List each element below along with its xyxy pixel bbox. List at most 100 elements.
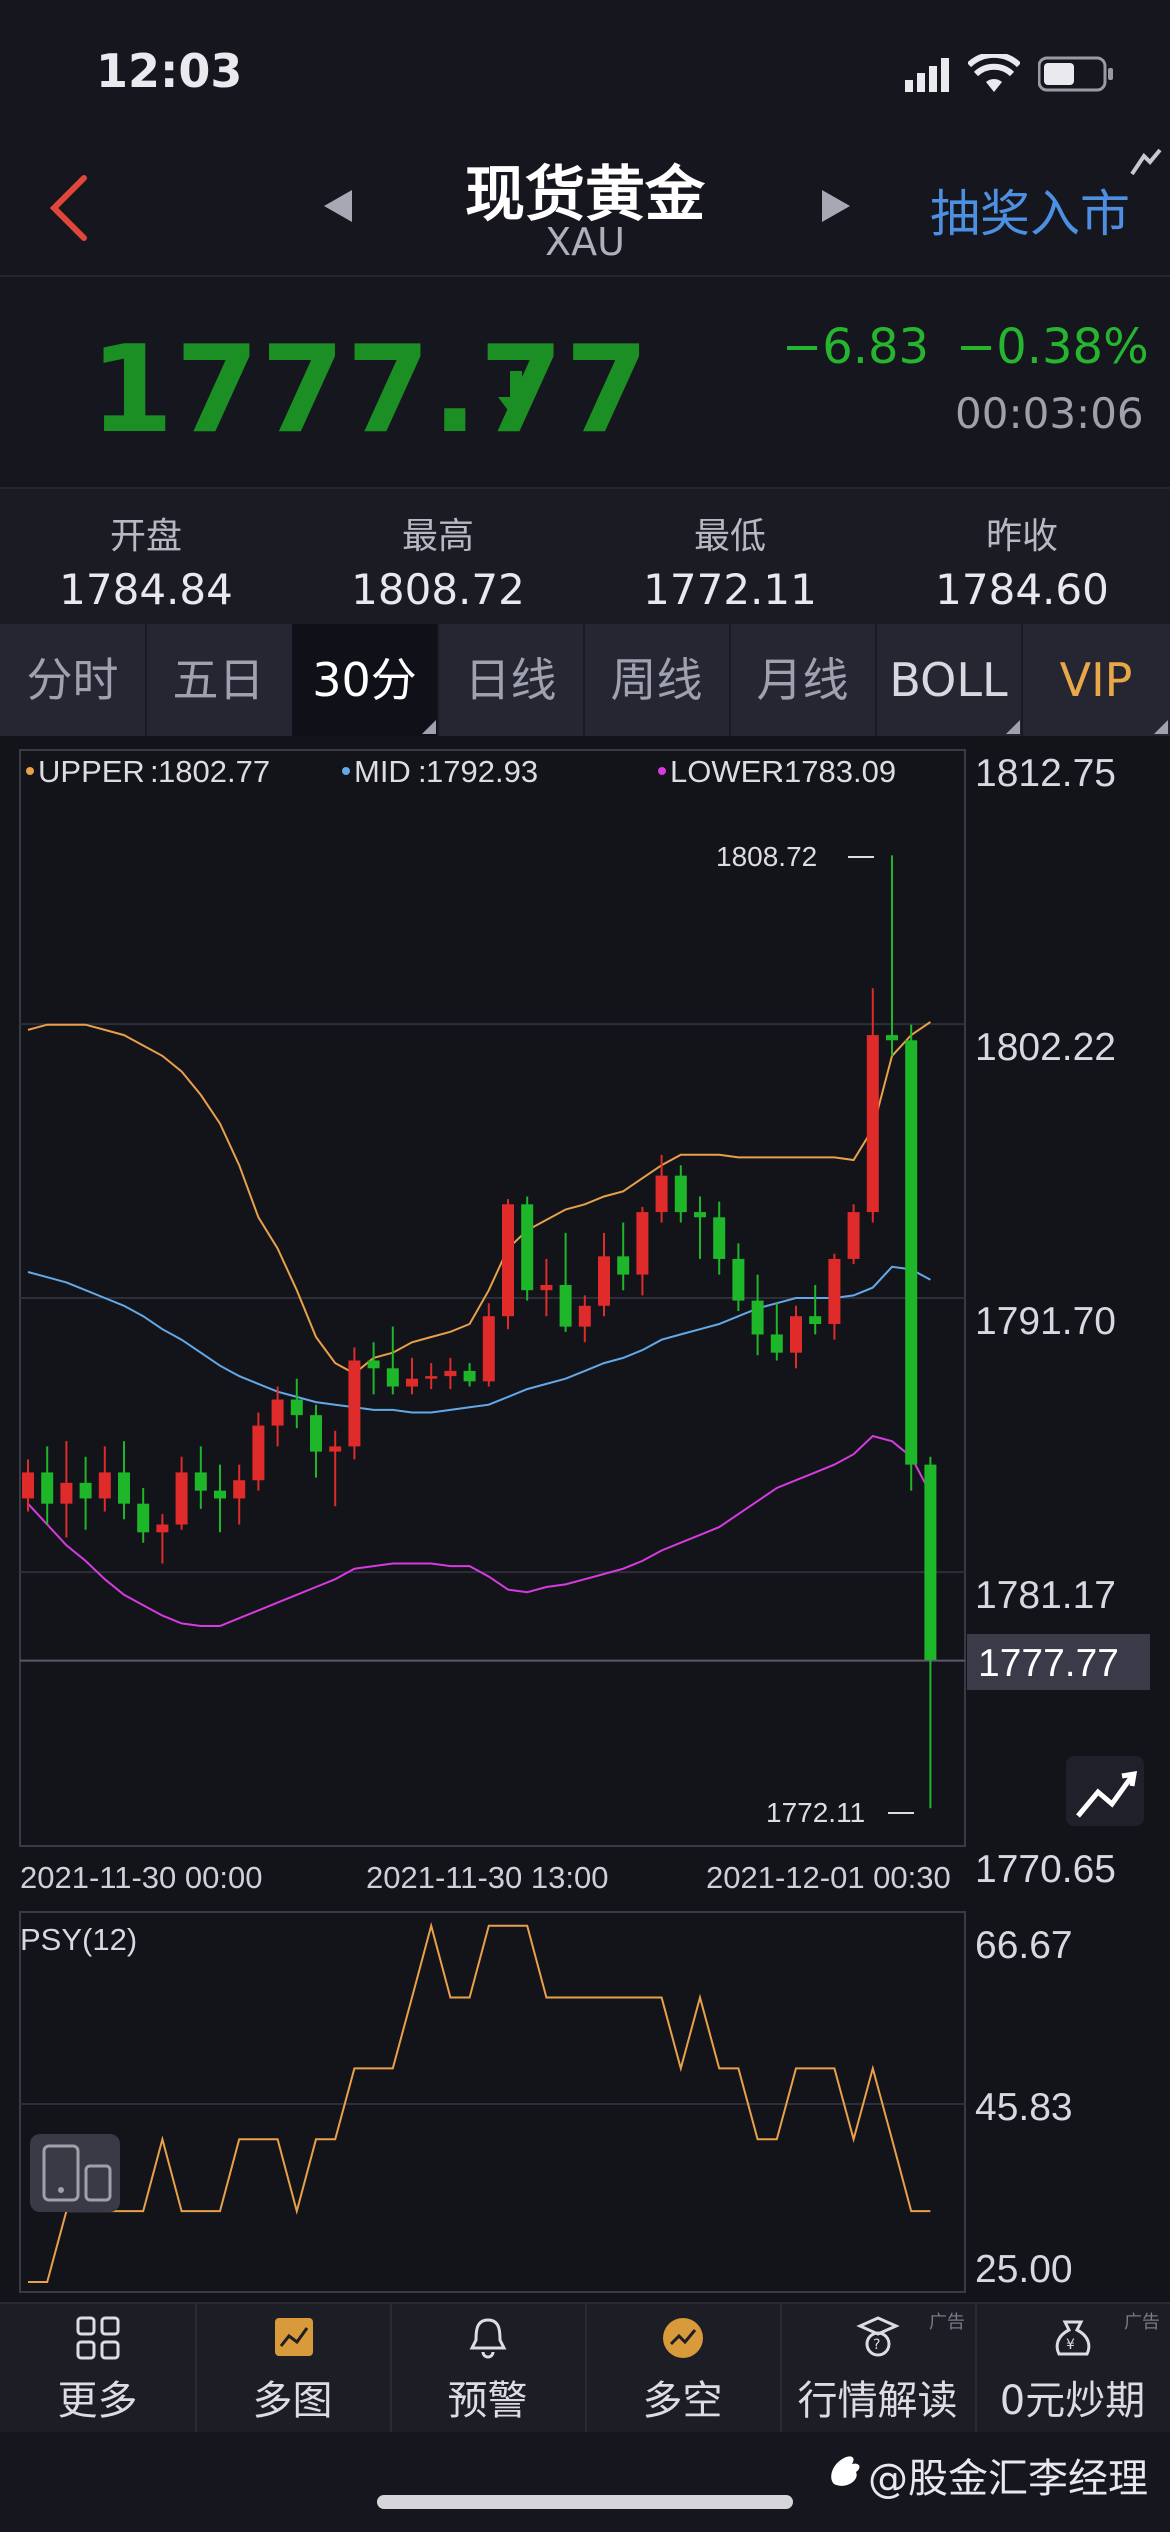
- money-bag-icon: ¥: [1055, 2320, 1091, 2356]
- boll-mid-line: [27, 1265, 931, 1414]
- chart-svg[interactable]: UPPER : 1802.77 MID : 1792.93 LOWER : 17…: [0, 736, 1170, 2302]
- nav-market-analysis[interactable]: 广告 ? 行情解读: [780, 2304, 977, 2434]
- tab-daily[interactable]: 日线: [464, 653, 557, 707]
- svg-text:?: ?: [873, 2337, 880, 2353]
- price-change: −6.83: [782, 319, 930, 375]
- tab-boll[interactable]: BOLL: [889, 653, 1008, 707]
- footer: [0, 2432, 1170, 2532]
- nav-label: 预警: [447, 2378, 528, 2424]
- psy-series-line: [28, 1921, 931, 2283]
- candles: [22, 855, 937, 1809]
- page-title: 现货黄金: [465, 160, 705, 230]
- stat-value: 1772.11: [643, 565, 817, 614]
- candle-body: [137, 1503, 150, 1533]
- candle-body: [521, 1204, 534, 1291]
- legend-mid-value: 1792.93: [426, 754, 538, 789]
- nav-label: 0元炒期: [999, 2378, 1146, 2424]
- candle-body: [482, 1316, 495, 1382]
- stat-label: 开盘: [109, 516, 182, 557]
- candle-body: [348, 1360, 361, 1447]
- candle-body: [866, 1035, 879, 1213]
- nav-label: 多图: [252, 2378, 333, 2424]
- candle-body: [502, 1204, 514, 1317]
- nav-header: 现货黄金 XAU 抽奖入市: [0, 140, 1170, 277]
- x-tick-label: 2021-12-01 00:30: [706, 1860, 951, 1895]
- psy-chart-frame: [19, 1911, 966, 2293]
- prev-instrument-icon[interactable]: [322, 188, 354, 224]
- candle-body: [406, 1378, 418, 1387]
- stat-prev-close: 昨收 1784.60: [876, 489, 1168, 614]
- candle-body: [444, 1370, 457, 1377]
- next-instrument-icon[interactable]: [820, 188, 852, 224]
- candle-body: [41, 1472, 54, 1504]
- tab-weekly[interactable]: 周线: [610, 653, 703, 707]
- period-tabs: 分时 五日 30分钟 日线 周线 月线 BOLL VIP: [0, 624, 1170, 819]
- candle-body: [694, 1212, 706, 1218]
- ad-badge: 广告: [1124, 2312, 1160, 2333]
- candle-body: [617, 1256, 630, 1275]
- psy-line: [20, 1921, 965, 2283]
- current-price-marker: [967, 1634, 1150, 1690]
- tab-five-day[interactable]: 五日: [172, 653, 265, 707]
- legend-mid-dot: [342, 767, 350, 775]
- candle-body: [847, 1212, 860, 1259]
- analysis-icon: ?: [856, 2316, 900, 2357]
- x-tick-label: 2021-11-30 00:00: [20, 1860, 262, 1895]
- tab-vip[interactable]: VIP: [1059, 653, 1133, 707]
- landscape-toggle-icon[interactable]: [30, 2134, 120, 2212]
- candle-body: [22, 1472, 34, 1499]
- nav-bull-bear[interactable]: 多空: [585, 2304, 782, 2434]
- tab-intraday[interactable]: 分时: [26, 653, 119, 707]
- nav-more[interactable]: 更多: [0, 2304, 197, 2434]
- y-tick-label: 1770.65: [975, 1848, 1116, 1891]
- multi-chart-icon: [275, 2318, 313, 2356]
- nav-zero-trade[interactable]: 广告 ¥ 0元炒期: [975, 2304, 1170, 2434]
- candle-body: [463, 1370, 476, 1382]
- candle-body: [674, 1175, 687, 1213]
- grid-icon: [76, 2316, 120, 2360]
- back-icon[interactable]: [44, 172, 94, 242]
- legend-mid-colon: :: [418, 754, 427, 789]
- y-tick-label: 1812.75: [975, 752, 1116, 795]
- y-tick-label: 1802.22: [975, 1026, 1116, 1069]
- psy-y-tick-label: 66.67: [975, 1924, 1073, 1967]
- candle-body: [386, 1368, 399, 1387]
- down-arrow-icon: [498, 371, 534, 421]
- candle-body: [252, 1425, 265, 1481]
- psy-y-tick-label: 25.00: [975, 2248, 1073, 2291]
- status-bar: 12:03: [0, 0, 1170, 140]
- candle-body: [310, 1415, 322, 1452]
- chart-area[interactable]: UPPER : 1802.77 MID : 1792.93 LOWER : 17…: [0, 736, 1170, 2302]
- lottery-entry-link[interactable]: 抽奖入市: [930, 185, 1130, 243]
- x-tick-label: 2021-11-30 13:00: [366, 1860, 608, 1895]
- candle-body: [233, 1480, 246, 1499]
- candle-body: [367, 1360, 380, 1369]
- candle-body: [118, 1472, 130, 1504]
- low-price-label: 1772.11: [766, 1797, 865, 1828]
- candle-body: [828, 1258, 841, 1325]
- weibo-logo-icon: [831, 2456, 860, 2486]
- status-time: 12:03: [96, 44, 243, 98]
- candle-body: [98, 1472, 111, 1499]
- candle-body: [790, 1316, 802, 1353]
- battery-icon: [1038, 56, 1113, 92]
- boll-lines: [27, 1021, 932, 1627]
- ad-badge: 广告: [929, 2312, 965, 2333]
- stats-row: 开盘 1784.84 最高 1808.72 最低 1772.11 昨收 1784…: [0, 489, 1170, 624]
- current-price-axis-label: 1777.77: [978, 1642, 1119, 1685]
- stat-value: 1808.72: [351, 565, 525, 614]
- nav-multi-chart[interactable]: 多图: [195, 2304, 392, 2434]
- candle-body: [809, 1316, 822, 1325]
- candle-body: [924, 1464, 937, 1660]
- home-indicator[interactable]: [377, 2495, 793, 2509]
- chart-expand-icon[interactable]: [1066, 1756, 1144, 1826]
- high-price-label: 1808.72: [716, 841, 817, 872]
- quote-panel: 1777.77 −6.83 −0.38% 00:03:06: [0, 277, 1170, 489]
- tab-monthly[interactable]: 月线: [756, 653, 849, 707]
- candle-body: [559, 1284, 572, 1327]
- stat-value: 1784.60: [935, 565, 1109, 614]
- boll-lower-line: [27, 1434, 932, 1627]
- nav-alert[interactable]: 预警: [390, 2304, 587, 2434]
- boll-upper-line: [27, 1021, 931, 1375]
- symbol-label: XAU: [545, 220, 625, 264]
